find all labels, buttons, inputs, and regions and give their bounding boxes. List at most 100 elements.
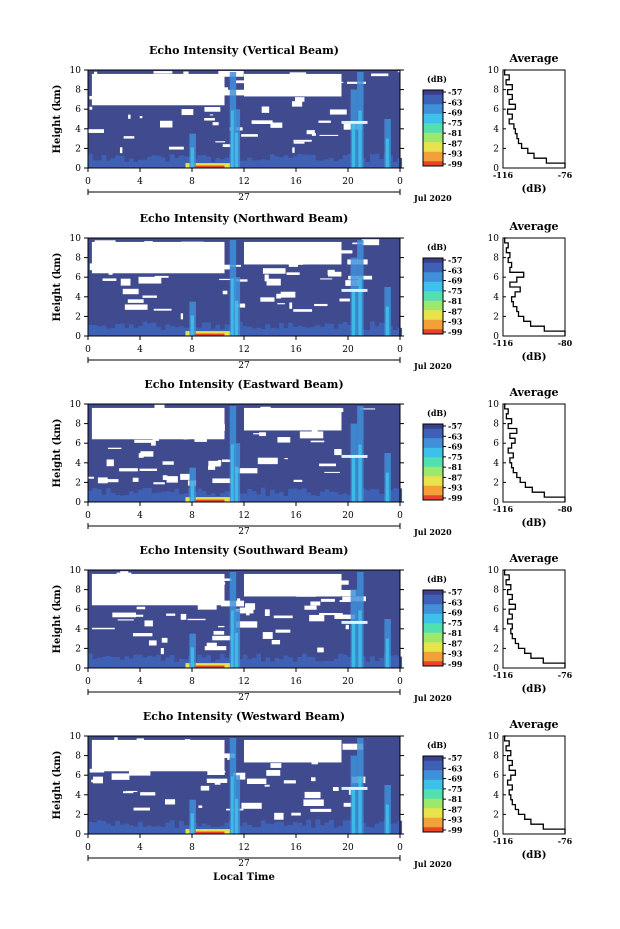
- echo-cell: [270, 327, 275, 336]
- colorbar-unit: (dB): [427, 740, 447, 750]
- average-title: Average: [508, 220, 558, 233]
- no-echo-gap: [161, 637, 168, 643]
- colorbar-segment: [423, 760, 443, 766]
- rain-streak: [231, 278, 235, 336]
- colorbar-segment: [423, 628, 443, 634]
- echo-cell: [315, 325, 321, 336]
- no-echo-gap: [289, 72, 307, 75]
- echo-cell: [92, 160, 98, 168]
- echo-cell: [119, 323, 125, 336]
- average-profile-line: [503, 569, 566, 668]
- x-tick-label: 8: [189, 177, 195, 187]
- colorbar-tick-label: -63: [448, 597, 463, 607]
- y-tick-label: 4: [75, 791, 81, 801]
- colorbar-segment: [423, 324, 443, 330]
- y-tick-label: 6: [75, 273, 81, 283]
- no-echo-gap: [214, 781, 221, 785]
- echo-cell: [156, 654, 161, 668]
- echo-cell: [97, 657, 102, 668]
- echo-cell: [301, 488, 307, 502]
- echo-cell: [151, 155, 157, 168]
- echo-cell: [392, 655, 398, 668]
- echo-cell: [310, 154, 316, 168]
- no-echo-gap: [236, 468, 258, 474]
- echo-cell: [274, 821, 280, 834]
- rain-streak: [385, 638, 389, 668]
- colorbar-segment: [423, 258, 443, 264]
- no-echo-gap: [397, 71, 421, 73]
- rain-streak: [231, 110, 235, 168]
- y-axis-label: Height (km): [52, 585, 63, 654]
- average-frame: [502, 569, 566, 669]
- average-x-axis-label: (dB): [522, 352, 547, 363]
- colorbar-segment: [423, 817, 443, 823]
- no-echo-gap: [264, 609, 270, 616]
- colorbar-tick-label: -99: [448, 327, 463, 337]
- x-tick-label: 12: [238, 511, 249, 521]
- echo-cell: [324, 159, 330, 168]
- average-y-tick-label: 10: [488, 400, 500, 410]
- average-y-tick-label: 2: [493, 644, 499, 654]
- colorbar-segment: [423, 651, 443, 657]
- x-tick-label: 16: [290, 677, 302, 687]
- month-year-label: Jul 2020: [413, 693, 452, 703]
- no-echo-gap: [247, 778, 267, 785]
- no-echo-gap: [133, 633, 153, 637]
- no-echo-gap: [299, 431, 324, 439]
- echo-cell: [283, 495, 289, 502]
- no-echo-gap: [251, 120, 273, 124]
- no-echo-gap: [244, 241, 342, 265]
- no-echo-gap: [320, 598, 335, 602]
- average-y-tick-label: 10: [488, 66, 500, 76]
- rain-streak: [385, 804, 389, 834]
- echo-cell: [365, 826, 371, 834]
- no-echo-gap: [319, 612, 343, 616]
- echo-cell: [270, 154, 275, 168]
- colorbar-segment: [423, 656, 443, 662]
- y-axis-label: Height (km): [52, 751, 63, 820]
- echo-cell: [329, 819, 334, 834]
- echo-cell: [165, 161, 171, 168]
- average-frame: [502, 237, 566, 337]
- echo-cell: [128, 658, 134, 668]
- colorbar-segment: [423, 428, 443, 434]
- echo-cell: [283, 655, 289, 668]
- no-echo-gap: [153, 308, 172, 311]
- echo-cell: [119, 824, 125, 834]
- echo-cell: [224, 657, 230, 668]
- echo-cell: [315, 160, 321, 168]
- colorbar-segment: [423, 296, 443, 302]
- no-echo-gap: [93, 776, 104, 784]
- colorbar-tick-label: -75: [448, 452, 462, 462]
- no-echo-gap: [333, 589, 356, 597]
- no-echo-gap: [241, 134, 258, 137]
- x-tick-label: 4: [137, 677, 143, 687]
- echo-cell: [119, 495, 125, 502]
- echo-cell: [192, 165, 225, 168]
- no-echo-gap: [244, 73, 342, 97]
- average-x-tick-label: -80: [558, 338, 573, 348]
- echo-cell: [97, 160, 102, 168]
- colorbar-tick-label: -99: [448, 825, 463, 835]
- no-echo-gap: [291, 101, 303, 107]
- no-echo-gap: [261, 106, 270, 113]
- colorbar-tick-label: -57: [448, 255, 462, 265]
- echo-cell: [260, 820, 266, 834]
- no-echo-gap: [120, 278, 131, 286]
- colorbar-segment: [423, 113, 443, 119]
- y-tick-label: 2: [75, 312, 81, 322]
- no-echo-gap: [106, 459, 114, 467]
- echo-cell: [301, 154, 307, 168]
- colorbar-tick-label: -75: [448, 784, 462, 794]
- echo-cell: [115, 820, 120, 834]
- echo-cell: [297, 656, 302, 668]
- echo-cell: [215, 158, 221, 168]
- echo-cell: [97, 489, 102, 502]
- average-x-tick-label: -116: [493, 170, 513, 180]
- echo-cell: [265, 496, 271, 502]
- no-echo-gap: [271, 640, 281, 645]
- no-echo-gap: [151, 440, 156, 446]
- echo-cell: [306, 154, 312, 168]
- rain-streak: [358, 610, 362, 668]
- echo-cell: [374, 489, 380, 502]
